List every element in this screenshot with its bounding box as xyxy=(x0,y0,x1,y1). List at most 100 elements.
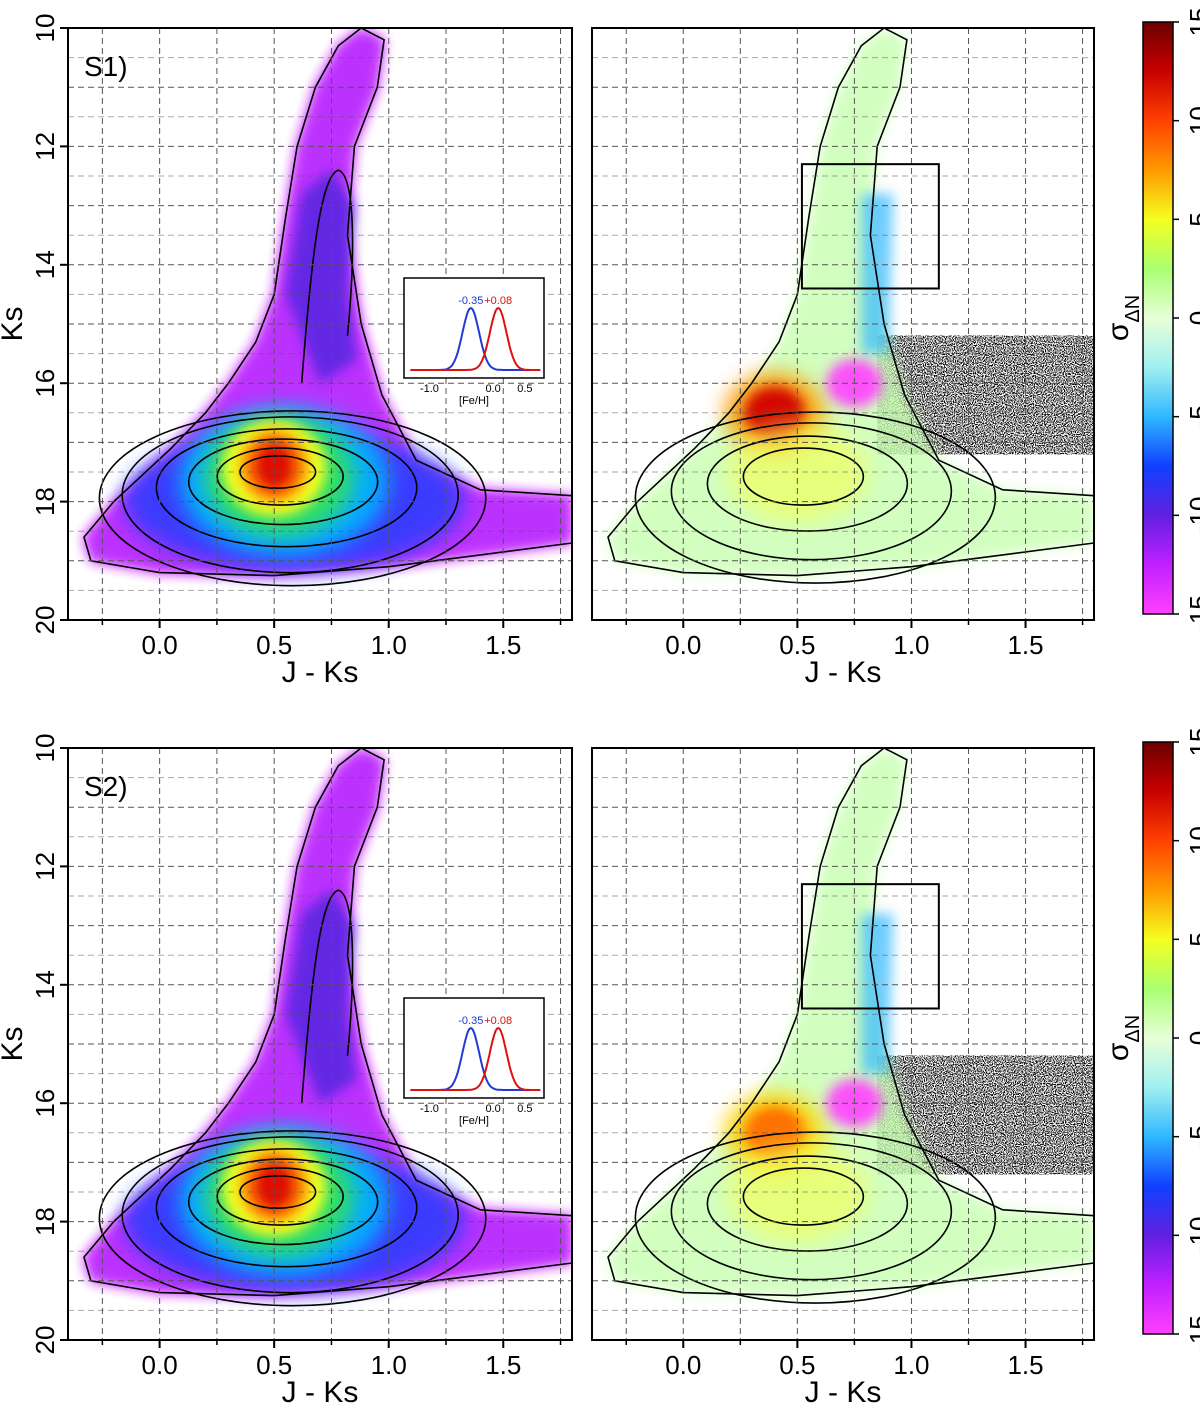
residual-branch-negative xyxy=(861,193,894,354)
panel-2-residual: 0.0 0.5 1.0 1.5 J - Ks xyxy=(591,747,1095,1409)
contour-lines xyxy=(83,748,572,1307)
colorbar-tick-label: -15 xyxy=(1184,1315,1200,1353)
colorbar-tick-label: 5 xyxy=(1184,212,1200,226)
density-branch xyxy=(285,890,357,1104)
panel-1-density: 0.0 0.5 1.0 1.5 J - Ks 10 12 14 16 18 20 Ks S1) -0.35… xyxy=(0,14,573,689)
colorbar-tick-label: 10 xyxy=(1184,106,1200,135)
colorbar-tick-label: 0 xyxy=(1184,1031,1200,1045)
x-tick-label: 1.0 xyxy=(893,630,929,660)
plot-frame xyxy=(591,747,1095,1341)
inset-peak-label: -0.35 xyxy=(458,295,483,307)
contour-level-4 xyxy=(187,438,379,526)
x-axis-title: J - Ks xyxy=(805,656,882,689)
inset-tick-label: 0.0 xyxy=(485,1103,500,1115)
contour-branch xyxy=(300,889,354,1104)
panel-body xyxy=(592,748,1094,1340)
colorbar-tick-label: -5 xyxy=(1184,1125,1200,1148)
contour-level-3 xyxy=(155,1148,418,1268)
colorbar-tick-label: 5 xyxy=(1184,932,1200,946)
colorbar-tick-label: 15 xyxy=(1184,8,1200,37)
inset-peak-label: +0.08 xyxy=(484,1015,512,1027)
colorbar-tick-label: 10 xyxy=(1184,826,1200,855)
contour-level-4 xyxy=(742,447,865,506)
panel-body xyxy=(592,28,1094,620)
x-tick-label: 0.0 xyxy=(665,630,701,660)
gridlines xyxy=(68,748,572,1340)
x-tick-label: 1.5 xyxy=(485,1350,521,1380)
panel-label: S2) xyxy=(84,771,128,802)
y-tick-label: 18 xyxy=(30,487,60,516)
contour-level-5 xyxy=(216,447,344,506)
colorbar-tick-label: -15 xyxy=(1184,595,1200,633)
contour-level-1 xyxy=(634,411,997,584)
x-tick-label: 1.0 xyxy=(371,630,407,660)
colorbar-gradient xyxy=(1142,21,1174,615)
contour-branch xyxy=(300,169,354,384)
plot-frame xyxy=(591,27,1095,621)
colorbar-tick-label: -10 xyxy=(1184,1217,1200,1255)
y-tick-label: 14 xyxy=(30,250,60,279)
x-tick-label: 0.0 xyxy=(665,1350,701,1380)
y-tick-label: 12 xyxy=(30,132,60,161)
x-tick-label: 1.5 xyxy=(485,630,521,660)
contour-lines xyxy=(83,28,572,587)
highlight-box xyxy=(800,163,940,290)
x-tick-label: 0.0 xyxy=(142,1350,178,1380)
inset-xlabel: [Fe/H] xyxy=(459,395,489,407)
x-axis-title: J - Ks xyxy=(805,1376,882,1409)
y-axis-title: Ks xyxy=(0,1026,29,1061)
y-tick-label: 16 xyxy=(30,369,60,398)
y-axis-title: Ks xyxy=(0,306,29,341)
plot-frame xyxy=(67,27,573,621)
y-tick-label: 10 xyxy=(30,14,60,43)
plot-frame xyxy=(67,747,573,1341)
x-axis-title: J - Ks xyxy=(282,656,359,689)
y-tick-label: 14 xyxy=(30,970,60,999)
x-tick-label: 1.0 xyxy=(893,1350,929,1380)
inset-peak-label: -0.35 xyxy=(458,1015,483,1027)
panel-2-density: 0.0 0.5 1.0 1.5 J - Ks 10 12 14 16 18 20 Ks S2) -0.35… xyxy=(0,734,573,1409)
residual-base xyxy=(608,28,1094,576)
inset-curve xyxy=(410,1026,541,1091)
x-axis-title: J - Ks xyxy=(282,1376,359,1409)
contour-level-2 xyxy=(121,416,459,574)
contour-level-2 xyxy=(670,422,953,561)
x-tick-label: 1.5 xyxy=(1007,1350,1043,1380)
density-level-red xyxy=(254,442,295,491)
x-tick-label: 0.5 xyxy=(256,630,292,660)
contour-level-2 xyxy=(670,1142,953,1281)
colorbar-title-symbol: σ xyxy=(1102,322,1135,341)
residual-base xyxy=(608,748,1094,1296)
y-tick-label: 20 xyxy=(30,606,60,635)
inset-tick-label: 0.5 xyxy=(517,383,532,395)
contour-outer xyxy=(83,28,572,577)
density-branch xyxy=(285,170,357,384)
contour-level-3 xyxy=(155,428,418,548)
x-tick-label: 0.0 xyxy=(142,630,178,660)
contour-level-4 xyxy=(742,1167,865,1226)
gridlines xyxy=(592,748,1094,1340)
contour-outer xyxy=(83,748,572,1297)
inset-metallicity: -0.35 +0.08 -1.0 0.0 0.5 [Fe/H] xyxy=(403,997,545,1127)
inset-frame xyxy=(403,277,545,379)
colorbar-tick-label: -5 xyxy=(1184,405,1200,428)
inset-tick-label: -1.0 xyxy=(420,1103,439,1115)
inset-xlabel: [Fe/H] xyxy=(459,1115,489,1127)
contour-level-1 xyxy=(98,1130,487,1307)
colorbar-title-subscript: ΔN xyxy=(1122,295,1144,323)
colorbar-title-subscript: ΔN xyxy=(1122,1015,1144,1043)
contour-level-2 xyxy=(121,1136,459,1294)
panel-label: S1) xyxy=(84,51,128,82)
colorbar-title-symbol: σ xyxy=(1102,1042,1135,1061)
inset-metallicity: -0.35 +0.08 -1.0 0.0 0.5 [Fe/H] xyxy=(403,277,545,407)
y-tick-label: 18 xyxy=(30,1207,60,1236)
contour-level-1 xyxy=(98,410,487,587)
noise-region xyxy=(877,1055,1094,1175)
colorbar-1: 15 10 5 0 -5 -10 -15 σΔN xyxy=(1102,8,1200,633)
inset-tick-label: 0.0 xyxy=(485,383,500,395)
gridlines xyxy=(592,28,1094,620)
panel-1-residual: 0.0 0.5 1.0 1.5 J - Ks xyxy=(591,27,1095,689)
colorbar-gradient xyxy=(1142,741,1174,1335)
contour-level-1 xyxy=(634,1131,997,1304)
density-level-red xyxy=(254,1162,295,1211)
